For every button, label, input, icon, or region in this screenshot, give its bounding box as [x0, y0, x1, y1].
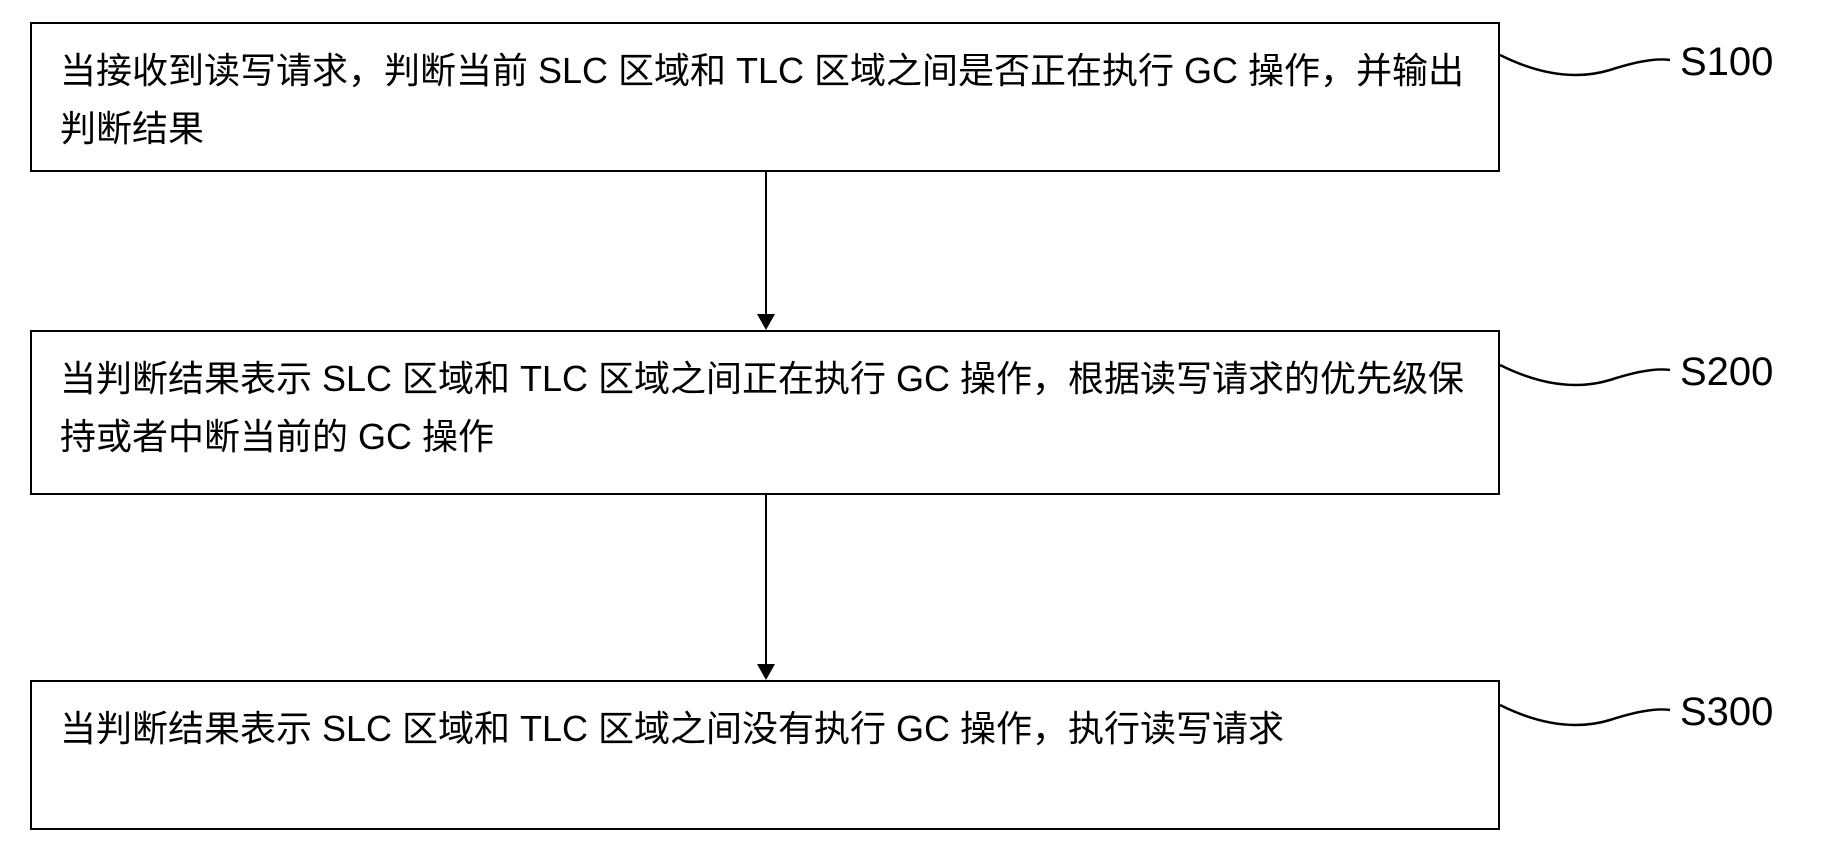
flow-step-s200: 当判断结果表示 SLC 区域和 TLC 区域之间正在执行 GC 操作，根据读写请… — [30, 330, 1500, 495]
label-connector-s300 — [1500, 685, 1680, 745]
flow-step-s100: 当接收到读写请求，判断当前 SLC 区域和 TLC 区域之间是否正在执行 GC … — [30, 22, 1500, 172]
flow-step-text: 当接收到读写请求，判断当前 SLC 区域和 TLC 区域之间是否正在执行 GC … — [60, 50, 1464, 149]
step-label-s100: S100 — [1680, 40, 1773, 85]
step-label-s300: S300 — [1680, 690, 1773, 735]
step-label-s200: S200 — [1680, 350, 1773, 395]
flow-step-text: 当判断结果表示 SLC 区域和 TLC 区域之间没有执行 GC 操作，执行读写请… — [60, 708, 1284, 749]
label-connector-s200 — [1500, 345, 1680, 405]
flow-step-s300: 当判断结果表示 SLC 区域和 TLC 区域之间没有执行 GC 操作，执行读写请… — [30, 680, 1500, 830]
flow-step-text: 当判断结果表示 SLC 区域和 TLC 区域之间正在执行 GC 操作，根据读写请… — [60, 358, 1464, 457]
label-connector-s100 — [1500, 35, 1680, 95]
